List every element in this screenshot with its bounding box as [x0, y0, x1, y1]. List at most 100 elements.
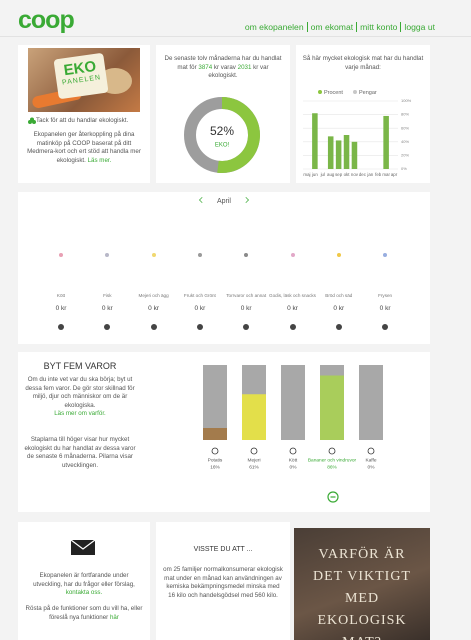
x-tick-label: nov — [351, 172, 359, 177]
nav-link[interactable]: logga ut — [400, 22, 438, 32]
month-nav: April — [184, 197, 264, 205]
eko-tag: EKO PANELEN — [53, 52, 109, 100]
legend-swatch — [318, 90, 322, 94]
bar — [312, 113, 318, 169]
item-name: Kaffe — [365, 457, 376, 463]
y-tick-label: 60% — [401, 125, 409, 130]
summary-text-3: kr var ekologiskt. — [208, 63, 269, 80]
category-amount: 0 kr — [194, 305, 206, 312]
item-value: 0% — [290, 464, 298, 470]
x-tick-label: apr — [391, 172, 398, 177]
nav-link[interactable]: om ekopanelen — [244, 22, 304, 32]
y-tick-label: 40% — [401, 139, 409, 144]
item-name: Potatis — [208, 457, 223, 463]
expand-icon[interactable] — [327, 491, 339, 503]
bar-track — [203, 365, 227, 440]
bar-track — [281, 365, 305, 440]
monthly-card — [296, 45, 430, 183]
bar-track — [359, 365, 383, 440]
next-month[interactable] — [242, 197, 249, 203]
category-name: Bröd och säd — [325, 293, 353, 298]
bar — [242, 394, 266, 440]
feedback-text-1: Ekopanelen är fortfarande under utveckli… — [24, 572, 144, 598]
bar — [383, 115, 389, 169]
category-amount: 0 kr — [240, 305, 252, 312]
summary-card — [156, 45, 290, 183]
info-icon[interactable] — [58, 324, 64, 330]
summary-text-2: kr varav — [213, 63, 236, 71]
category-name: Kött — [56, 293, 66, 298]
category-dot — [244, 253, 249, 257]
summary-text: De senaste tolv månaderna har du handlat… — [163, 55, 283, 81]
feedback-link-2[interactable]: här — [109, 613, 119, 621]
intro-body: Ekopanelen ger återkoppling på dina mati… — [27, 131, 141, 164]
item-icon — [250, 447, 258, 455]
category-dot — [197, 253, 202, 257]
promo-image[interactable]: VARFÖR ÄR DET VIKTIGT MED EKOLOGISK MAT? — [294, 528, 430, 640]
info-icon[interactable] — [382, 324, 389, 330]
x-tick-label: maj — [303, 172, 310, 177]
category-name: Frysen — [378, 293, 393, 298]
category-amount: 0 kr — [101, 305, 113, 312]
nav-link[interactable]: mitt konto — [356, 22, 401, 32]
prev-month[interactable] — [199, 197, 206, 203]
legend: Procent Pengar — [318, 81, 418, 99]
item-value: 0% — [368, 464, 376, 470]
category-dot — [151, 253, 156, 257]
envelope-icon — [70, 539, 96, 555]
category-dot — [383, 253, 388, 257]
monthly-title: Så här mycket ekologisk mat har du handl… — [302, 55, 424, 71]
item-name: Kött — [289, 457, 298, 463]
category-dot — [290, 253, 295, 257]
summary-eco: 2031 — [237, 63, 252, 71]
intro-link[interactable]: Läs mer. — [87, 156, 112, 164]
donut-chart: 52% EKO! — [184, 97, 260, 173]
info-icon[interactable] — [289, 324, 296, 330]
info-icon[interactable] — [335, 324, 342, 330]
info-icon[interactable] — [196, 324, 203, 330]
info-icon[interactable] — [150, 324, 157, 330]
y-tick-label: 100% — [401, 98, 412, 103]
category-amount: 0 kr — [55, 305, 67, 312]
logo[interactable]: coop — [18, 6, 75, 34]
legend-label: Pengar — [358, 90, 377, 96]
x-tick-label: aug — [327, 172, 335, 177]
pager — [204, 632, 236, 640]
bar — [203, 428, 227, 440]
item-name: Bananer och vindruvor — [308, 457, 357, 463]
item-icon — [328, 447, 336, 455]
category-name: Fisk — [103, 293, 112, 298]
category-dot — [59, 253, 63, 257]
info-icon[interactable] — [104, 324, 111, 330]
item-icon — [289, 447, 297, 455]
feedback-link-1[interactable]: kontakta oss. — [65, 589, 103, 597]
x-tick-label: feb — [375, 172, 382, 177]
fact-text: om 25 familjer normalkonsumerar ekologis… — [163, 566, 283, 599]
item-icon — [211, 447, 219, 455]
swap-link[interactable]: Läs mer om varför. — [54, 410, 106, 418]
swap-body-1: Om du inte vet var du ska börja; byt ut … — [25, 376, 135, 409]
feedback-text-2: Rösta på de funktioner som du vill ha, e… — [24, 605, 144, 622]
category-amount: 0 kr — [148, 305, 160, 312]
nav: om ekopanelen om ekomat mitt konto logga ut — [242, 17, 438, 35]
item-name: Mejeri — [247, 457, 260, 463]
category-name: Mejeri och ägg — [138, 293, 169, 298]
promo-text: VARFÖR ÄR DET VIKTIGT MED EKOLOGISK MAT? — [313, 547, 411, 640]
info-icon[interactable] — [243, 324, 250, 330]
item-icon — [367, 447, 375, 455]
x-tick-label: sep — [335, 172, 343, 177]
legend-swatch — [352, 90, 357, 94]
legend-item: Procent — [318, 90, 343, 96]
fact-card — [156, 522, 290, 640]
y-tick-label: 0% — [401, 166, 407, 171]
swap-text-1: Om du inte vet var du ska börja; byt ut … — [24, 376, 136, 419]
header-rule — [0, 36, 471, 37]
month-label: April — [216, 198, 231, 205]
month-card — [18, 192, 430, 344]
category-amount: 0 kr — [379, 305, 391, 312]
nav-link[interactable]: om ekomat — [306, 22, 357, 32]
item-value: 61% — [249, 464, 259, 470]
bar — [343, 135, 350, 169]
monthly-chart: 0% 20% 40% 60% 80% 100% maj jun jul aug sep okt nov d… — [303, 98, 412, 177]
